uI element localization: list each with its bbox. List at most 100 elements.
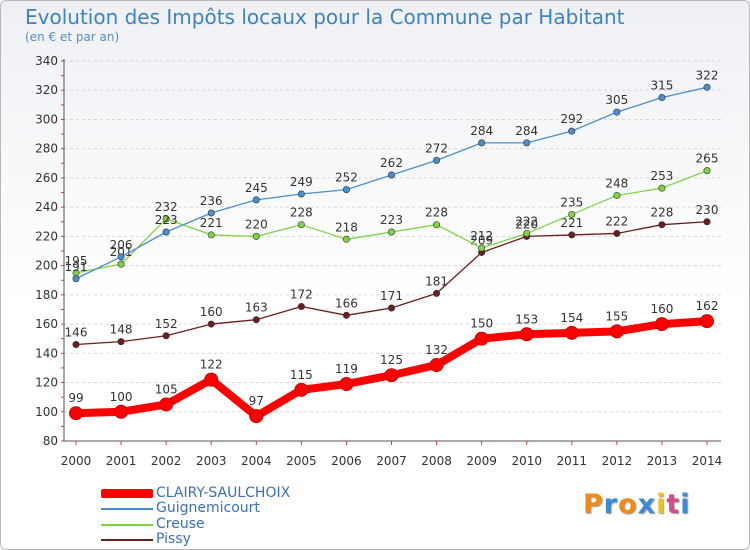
x-tick-label: 2001: [106, 454, 137, 468]
data-label-guignemicourt: 272: [425, 141, 448, 155]
y-tick-label: 280: [35, 142, 58, 156]
data-label-pissy: 146: [65, 326, 88, 340]
data-label-clairy-saulchoix: 100: [110, 390, 133, 404]
data-point-creuse: [162, 215, 170, 223]
data-label-pissy: 228: [650, 206, 673, 220]
y-tick-label: 100: [35, 405, 58, 419]
data-label-clairy-saulchoix: 162: [696, 299, 719, 313]
x-tick-label: 2014: [692, 454, 723, 468]
data-point-pissy: [613, 229, 621, 237]
data-label-clairy-saulchoix: 153: [515, 312, 538, 326]
x-tick-label: 2013: [647, 454, 678, 468]
data-label-guignemicourt: 245: [245, 181, 268, 195]
data-label-pissy: 148: [110, 323, 133, 337]
data-point-clairy-saulchoix: [564, 325, 579, 340]
data-label-guignemicourt: 262: [380, 156, 403, 170]
legend-label-creuse: Creuse: [156, 516, 205, 532]
data-label-creuse: 228: [290, 206, 313, 220]
data-point-pissy: [297, 303, 305, 311]
data-label-guignemicourt: 315: [650, 79, 673, 93]
data-point-clairy-saulchoix: [519, 327, 534, 342]
data-point-creuse: [703, 167, 711, 175]
data-point-creuse: [523, 229, 531, 237]
data-point-creuse: [387, 228, 395, 236]
data-label-creuse: 218: [335, 220, 358, 234]
data-label-pissy: 222: [605, 214, 628, 228]
data-label-creuse: 235: [560, 195, 583, 209]
data-label-guignemicourt: 292: [560, 112, 583, 126]
data-point-pissy: [207, 320, 215, 328]
x-tick-label: 2011: [557, 454, 588, 468]
y-tick-label: 340: [35, 54, 58, 68]
data-label-creuse: 201: [110, 245, 133, 259]
data-label-pissy: 166: [335, 296, 358, 310]
legend-item-pissy: Pissy: [101, 531, 421, 548]
data-label-creuse: 265: [696, 152, 719, 166]
data-point-guignemicourt: [387, 171, 395, 179]
data-point-creuse: [342, 235, 350, 243]
data-label-guignemicourt: 249: [290, 175, 313, 189]
data-label-pissy: 220: [515, 217, 538, 231]
legend-item-creuse: Creuse: [101, 516, 421, 533]
data-point-clairy-saulchoix: [249, 409, 264, 424]
data-label-creuse: 232: [155, 200, 178, 214]
data-label-clairy-saulchoix: 99: [68, 391, 83, 405]
data-label-guignemicourt: 284: [470, 124, 493, 138]
logo-letter: P: [583, 489, 604, 520]
legend-item-guignemicourt: Guignemicourt: [101, 500, 421, 517]
data-point-guignemicourt: [162, 228, 170, 236]
data-label-clairy-saulchoix: 132: [425, 343, 448, 357]
legend-label-pissy: Pissy: [156, 531, 191, 547]
logo-letter: i: [656, 489, 667, 520]
data-point-clairy-saulchoix: [159, 397, 174, 412]
data-point-clairy-saulchoix: [339, 377, 354, 391]
data-point-creuse: [252, 232, 260, 240]
legend-swatch-clairy-saulchoix: [101, 489, 153, 498]
data-point-guignemicourt: [433, 156, 441, 164]
data-label-creuse: 248: [605, 176, 628, 190]
data-label-guignemicourt: 305: [605, 93, 628, 107]
data-label-guignemicourt: 223: [155, 213, 178, 227]
data-point-clairy-saulchoix: [69, 406, 83, 421]
data-point-guignemicourt: [207, 209, 215, 217]
data-label-creuse: 220: [245, 217, 268, 231]
data-label-clairy-saulchoix: 97: [249, 394, 264, 408]
data-point-pissy: [703, 218, 711, 226]
logo-letter: r: [603, 489, 619, 520]
data-label-guignemicourt: 206: [110, 238, 133, 252]
data-point-clairy-saulchoix: [429, 358, 444, 372]
data-point-clairy-saulchoix: [609, 324, 624, 339]
data-point-clairy-saulchoix: [474, 331, 489, 346]
data-label-guignemicourt: 284: [515, 124, 538, 138]
data-label-pissy: 230: [696, 203, 719, 217]
data-label-clairy-saulchoix: 160: [650, 302, 673, 316]
data-point-pissy: [568, 231, 576, 239]
data-point-pissy: [72, 341, 80, 349]
data-label-creuse: 222: [515, 214, 538, 228]
data-label-guignemicourt: 236: [200, 194, 223, 208]
logo-letter: o: [618, 489, 638, 520]
data-point-creuse: [207, 231, 215, 239]
data-label-pissy: 172: [290, 288, 313, 302]
y-tick-label: 160: [35, 317, 58, 331]
data-point-guignemicourt: [613, 108, 621, 116]
data-point-guignemicourt: [703, 83, 711, 91]
data-point-pissy: [162, 332, 170, 340]
data-label-clairy-saulchoix: 150: [470, 317, 493, 331]
data-label-clairy-saulchoix: 105: [155, 382, 178, 396]
data-label-clairy-saulchoix: 155: [605, 309, 628, 323]
data-point-clairy-saulchoix: [204, 372, 219, 387]
y-tick-label: 320: [35, 83, 58, 97]
legend-label-clairy-saulchoix: CLAIRY-SAULCHOIX: [156, 485, 291, 501]
data-point-creuse: [297, 221, 305, 229]
chart-title: Evolution des Impôts locaux pour la Comm…: [25, 5, 625, 29]
data-point-pissy: [117, 338, 125, 346]
proxiti-logo: Proxiti: [583, 489, 691, 520]
x-tick-label: 2009: [466, 454, 497, 468]
data-label-creuse: 228: [425, 206, 448, 220]
data-label-guignemicourt: 252: [335, 171, 358, 185]
legend-swatch-pissy: [101, 539, 153, 541]
data-point-clairy-saulchoix: [384, 368, 399, 383]
data-point-clairy-saulchoix: [294, 382, 309, 397]
